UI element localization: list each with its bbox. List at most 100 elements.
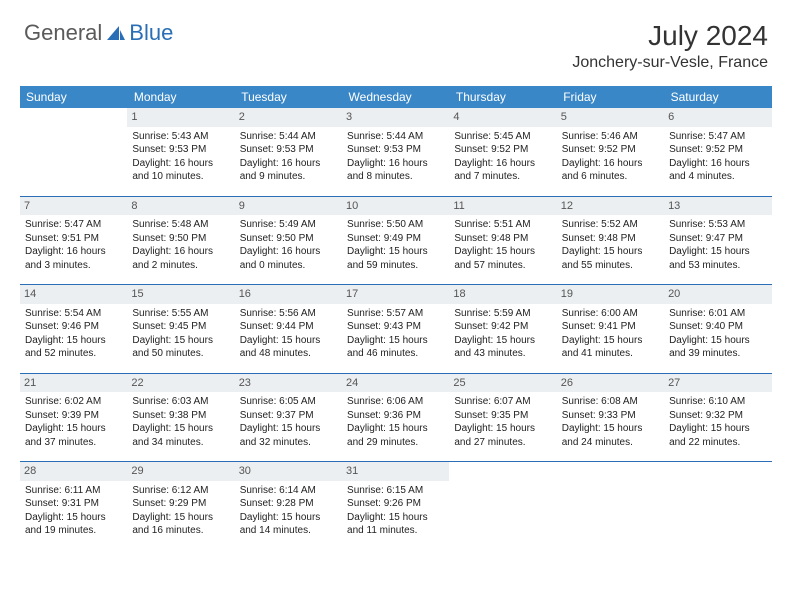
sunset-text: Sunset: 9:50 PM bbox=[132, 232, 229, 246]
day-number: 19 bbox=[557, 285, 664, 304]
day-number: 22 bbox=[127, 374, 234, 393]
calendar-day-cell: 17Sunrise: 5:57 AMSunset: 9:43 PMDayligh… bbox=[342, 285, 449, 373]
day-number: 20 bbox=[664, 285, 771, 304]
daylight-text: Daylight: 15 hours and 14 minutes. bbox=[240, 511, 337, 538]
daylight-text: Daylight: 15 hours and 16 minutes. bbox=[132, 511, 229, 538]
daylight-text: Daylight: 15 hours and 43 minutes. bbox=[454, 334, 551, 361]
day-number: 1 bbox=[127, 108, 234, 127]
daylight-text: Daylight: 15 hours and 46 minutes. bbox=[347, 334, 444, 361]
calendar-day-cell bbox=[557, 462, 664, 550]
daylight-text: Daylight: 15 hours and 55 minutes. bbox=[562, 245, 659, 272]
day-number: 12 bbox=[557, 197, 664, 216]
calendar-day-cell: 23Sunrise: 6:05 AMSunset: 9:37 PMDayligh… bbox=[235, 374, 342, 462]
day-number: 11 bbox=[449, 197, 556, 216]
sunset-text: Sunset: 9:36 PM bbox=[347, 409, 444, 423]
sunrise-text: Sunrise: 6:01 AM bbox=[669, 307, 766, 321]
calendar-table: Sunday Monday Tuesday Wednesday Thursday… bbox=[20, 86, 772, 550]
calendar-day-cell: 5Sunrise: 5:46 AMSunset: 9:52 PMDaylight… bbox=[557, 108, 664, 196]
sunrise-text: Sunrise: 5:49 AM bbox=[240, 218, 337, 232]
calendar-day-cell: 16Sunrise: 5:56 AMSunset: 9:44 PMDayligh… bbox=[235, 285, 342, 373]
daylight-text: Daylight: 16 hours and 3 minutes. bbox=[25, 245, 122, 272]
sunset-text: Sunset: 9:47 PM bbox=[669, 232, 766, 246]
calendar-day-cell: 24Sunrise: 6:06 AMSunset: 9:36 PMDayligh… bbox=[342, 374, 449, 462]
sunrise-text: Sunrise: 6:15 AM bbox=[347, 484, 444, 498]
header: General Blue July 2024 Jonchery-sur-Vesl… bbox=[0, 0, 792, 80]
sunset-text: Sunset: 9:33 PM bbox=[562, 409, 659, 423]
daylight-text: Daylight: 15 hours and 50 minutes. bbox=[132, 334, 229, 361]
day-number: 4 bbox=[449, 108, 556, 127]
daylight-text: Daylight: 15 hours and 29 minutes. bbox=[347, 422, 444, 449]
weekday-header: Monday bbox=[127, 86, 234, 108]
calendar-week-row: 21Sunrise: 6:02 AMSunset: 9:39 PMDayligh… bbox=[20, 374, 772, 462]
calendar-day-cell: 4Sunrise: 5:45 AMSunset: 9:52 PMDaylight… bbox=[449, 108, 556, 196]
sunset-text: Sunset: 9:41 PM bbox=[562, 320, 659, 334]
day-number: 6 bbox=[664, 108, 771, 127]
sunset-text: Sunset: 9:53 PM bbox=[240, 143, 337, 157]
day-number: 23 bbox=[235, 374, 342, 393]
daylight-text: Daylight: 15 hours and 57 minutes. bbox=[454, 245, 551, 272]
sunset-text: Sunset: 9:31 PM bbox=[25, 497, 122, 511]
day-number: 27 bbox=[664, 374, 771, 393]
daylight-text: Daylight: 15 hours and 59 minutes. bbox=[347, 245, 444, 272]
daylight-text: Daylight: 15 hours and 19 minutes. bbox=[25, 511, 122, 538]
calendar-day-cell: 18 Sunrise: 5:59 AMSunset: 9:42 PMDayligh… bbox=[449, 285, 556, 373]
sunset-text: Sunset: 9:49 PM bbox=[347, 232, 444, 246]
sunrise-text: Sunrise: 5:53 AM bbox=[669, 218, 766, 232]
daylight-text: Daylight: 16 hours and 10 minutes. bbox=[132, 157, 229, 184]
sunrise-text: Sunrise: 6:00 AM bbox=[562, 307, 659, 321]
calendar-week-row: 28Sunrise: 6:11 AMSunset: 9:31 PMDayligh… bbox=[20, 462, 772, 550]
sunrise-text: Sunrise: 6:12 AM bbox=[132, 484, 229, 498]
daylight-text: Daylight: 15 hours and 53 minutes. bbox=[669, 245, 766, 272]
day-number: 18 bbox=[449, 285, 556, 304]
sunset-text: Sunset: 9:29 PM bbox=[132, 497, 229, 511]
daylight-text: Daylight: 15 hours and 22 minutes. bbox=[669, 422, 766, 449]
weekday-header: Saturday bbox=[664, 86, 771, 108]
daylight-text: Daylight: 16 hours and 9 minutes. bbox=[240, 157, 337, 184]
sunrise-text: Sunrise: 6:07 AM bbox=[454, 395, 551, 409]
calendar-day-cell bbox=[449, 462, 556, 550]
calendar-day-cell: 29Sunrise: 6:12 AMSunset: 9:29 PMDayligh… bbox=[127, 462, 234, 550]
sunset-text: Sunset: 9:52 PM bbox=[562, 143, 659, 157]
daylight-text: Daylight: 16 hours and 7 minutes. bbox=[454, 157, 551, 184]
title-block: July 2024 Jonchery-sur-Vesle, France bbox=[572, 20, 768, 72]
sunrise-text: Sunrise: 5:44 AM bbox=[240, 130, 337, 144]
sunset-text: Sunset: 9:52 PM bbox=[669, 143, 766, 157]
sunrise-text: Sunrise: 5:59 AM bbox=[454, 307, 551, 321]
sunrise-text: Sunrise: 5:48 AM bbox=[132, 218, 229, 232]
sunset-text: Sunset: 9:46 PM bbox=[25, 320, 122, 334]
calendar-week-row: 7Sunrise: 5:47 AMSunset: 9:51 PMDaylight… bbox=[20, 197, 772, 285]
daylight-text: Daylight: 15 hours and 27 minutes. bbox=[454, 422, 551, 449]
sunrise-text: Sunrise: 5:46 AM bbox=[562, 130, 659, 144]
sunset-text: Sunset: 9:38 PM bbox=[132, 409, 229, 423]
day-number: 30 bbox=[235, 462, 342, 481]
day-number: 26 bbox=[557, 374, 664, 393]
daylight-text: Daylight: 16 hours and 2 minutes. bbox=[132, 245, 229, 272]
sunrise-text: Sunrise: 5:50 AM bbox=[347, 218, 444, 232]
sunrise-text: Sunrise: 5:56 AM bbox=[240, 307, 337, 321]
logo-sail-icon bbox=[105, 24, 127, 42]
sunrise-text: Sunrise: 6:03 AM bbox=[132, 395, 229, 409]
day-number: 7 bbox=[20, 197, 127, 216]
sunset-text: Sunset: 9:48 PM bbox=[562, 232, 659, 246]
day-number: 17 bbox=[342, 285, 449, 304]
sunset-text: Sunset: 9:42 PM bbox=[454, 320, 551, 334]
day-number: 10 bbox=[342, 197, 449, 216]
calendar-day-cell: 30Sunrise: 6:14 AMSunset: 9:28 PMDayligh… bbox=[235, 462, 342, 550]
daylight-text: Daylight: 15 hours and 11 minutes. bbox=[347, 511, 444, 538]
calendar-day-cell: 1Sunrise: 5:43 AMSunset: 9:53 PMDaylight… bbox=[127, 108, 234, 196]
calendar-day-cell: 7Sunrise: 5:47 AMSunset: 9:51 PMDaylight… bbox=[20, 197, 127, 285]
calendar-day-cell bbox=[20, 108, 127, 196]
calendar-day-cell: 2Sunrise: 5:44 AMSunset: 9:53 PMDaylight… bbox=[235, 108, 342, 196]
calendar-day-cell: 6Sunrise: 5:47 AMSunset: 9:52 PMDaylight… bbox=[664, 108, 771, 196]
logo-text-general: General bbox=[24, 20, 102, 46]
sunset-text: Sunset: 9:45 PM bbox=[132, 320, 229, 334]
sunrise-text: Sunrise: 6:08 AM bbox=[562, 395, 659, 409]
calendar-header-row: Sunday Monday Tuesday Wednesday Thursday… bbox=[20, 86, 772, 108]
calendar-day-cell: 15Sunrise: 5:55 AMSunset: 9:45 PMDayligh… bbox=[127, 285, 234, 373]
day-number: 21 bbox=[20, 374, 127, 393]
sunset-text: Sunset: 9:39 PM bbox=[25, 409, 122, 423]
calendar-day-cell: 26Sunrise: 6:08 AMSunset: 9:33 PMDayligh… bbox=[557, 374, 664, 462]
sunset-text: Sunset: 9:53 PM bbox=[347, 143, 444, 157]
sunset-text: Sunset: 9:51 PM bbox=[25, 232, 122, 246]
sunset-text: Sunset: 9:26 PM bbox=[347, 497, 444, 511]
